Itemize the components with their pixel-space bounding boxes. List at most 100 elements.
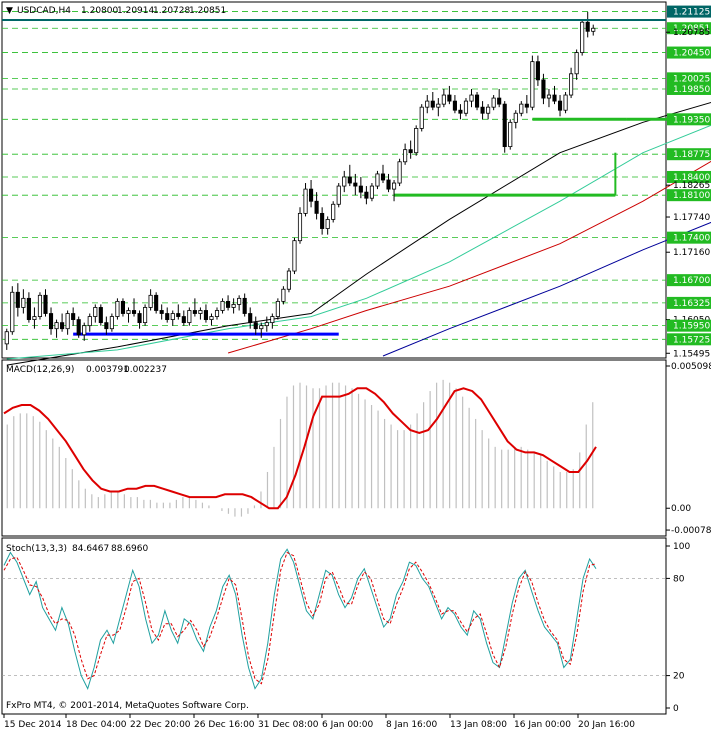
candle-body [391,182,397,190]
stoch-tick-label: 0 [673,704,679,714]
stoch-title: Stoch(13,3,3) [6,544,67,554]
candle-body [380,173,386,181]
candle [513,110,518,129]
stoch-signal-value: 88.6960 [111,544,148,554]
candle [486,104,491,120]
candle-body [154,294,159,311]
price-level-text: 1.19850 [673,85,710,95]
candle [104,316,109,335]
candle-body [375,173,380,187]
price-tick-label: 1.17740 [673,213,710,223]
candle-body [87,316,92,327]
price-level-lines [2,11,666,340]
candle-body [557,100,563,111]
candle-body [98,307,103,324]
candle [314,192,319,220]
candle-body [336,185,341,205]
candle-body [309,188,314,202]
price-level-text: 1.19350 [673,115,710,125]
candle-body [502,103,507,148]
candle-body [264,322,269,327]
price-level-tag [667,113,711,126]
candle [10,286,15,335]
candle-body [580,21,585,53]
candle-body [430,100,435,108]
candle-body [314,200,319,214]
candle-body [226,300,231,308]
candle [508,119,513,150]
candle [137,310,142,329]
candle [220,298,225,314]
candle-body [535,61,540,81]
price-level-tag [667,319,711,332]
macd-tick-label: 0.005098 [671,362,711,372]
candle-body [458,109,463,114]
price-level-text: 1.21125 [673,8,710,18]
candle-body [37,294,43,317]
candle [552,85,557,105]
candle-body [480,106,485,114]
macd-axis: 0.005098 0.00 -0.000782 [666,362,711,536]
chart-menu-icon[interactable]: ▼ [6,6,13,16]
candle-body [519,103,524,114]
candle-body [176,313,181,317]
candle [65,310,70,335]
time-axis: 15 Dec 2014 18 Dec 04:00 22 Dec 20:00 26 De… [3,714,635,730]
candle [109,313,114,332]
candle [292,237,297,275]
candle [474,92,480,111]
candle [192,298,197,317]
candle [231,298,236,314]
candle [414,125,419,156]
candle-body [425,100,430,108]
candle-body [131,310,137,314]
candle [303,183,308,217]
time-tick-label: 6 Jan 00:00 [322,720,374,730]
candles [4,11,596,350]
price-level-text: 1.18400 [673,173,710,183]
candle-body [143,307,148,324]
time-tick-label: 15 Dec 2014 [4,720,62,730]
candle [76,316,81,338]
candle-body [65,313,70,330]
candle [397,158,402,187]
candle [259,322,264,338]
candle [331,201,336,223]
time-tick-label: 31 Dec 08:00 [258,720,319,730]
candle-body [303,188,308,214]
candle-body [397,161,402,184]
candle-body [10,291,15,333]
candle-body [563,94,568,111]
candle [436,98,441,117]
candle-body [369,185,374,199]
candle [43,289,48,317]
macd-histogram [6,379,594,517]
time-tick-label: 8 Jan 16:00 [386,720,438,730]
moving-average-line [227,160,711,354]
candle [82,322,87,341]
price-level-text: 1.20025 [673,74,710,84]
candle [15,283,20,317]
stoch-pane-frame [1,537,667,715]
candle-body [187,310,192,324]
candle [491,95,496,111]
candle-body [231,304,236,308]
candle-body [574,52,579,75]
candle [115,298,120,320]
candle [270,313,275,329]
candle [353,173,358,196]
price-level-tag [667,22,711,35]
candle-body [408,149,413,154]
candle-body [286,270,291,290]
price-level-tag [667,72,711,85]
candle-body [552,94,557,102]
stoch-tick-label: 100 [673,542,690,552]
candle-body [259,325,264,330]
price-level-text: 1.20851 [673,24,710,34]
price-tick-label: 1.20785 [673,28,710,38]
candle [519,101,524,117]
candle-body [331,203,336,220]
candle [408,140,413,159]
stoch-tick-label: 20 [673,672,685,682]
